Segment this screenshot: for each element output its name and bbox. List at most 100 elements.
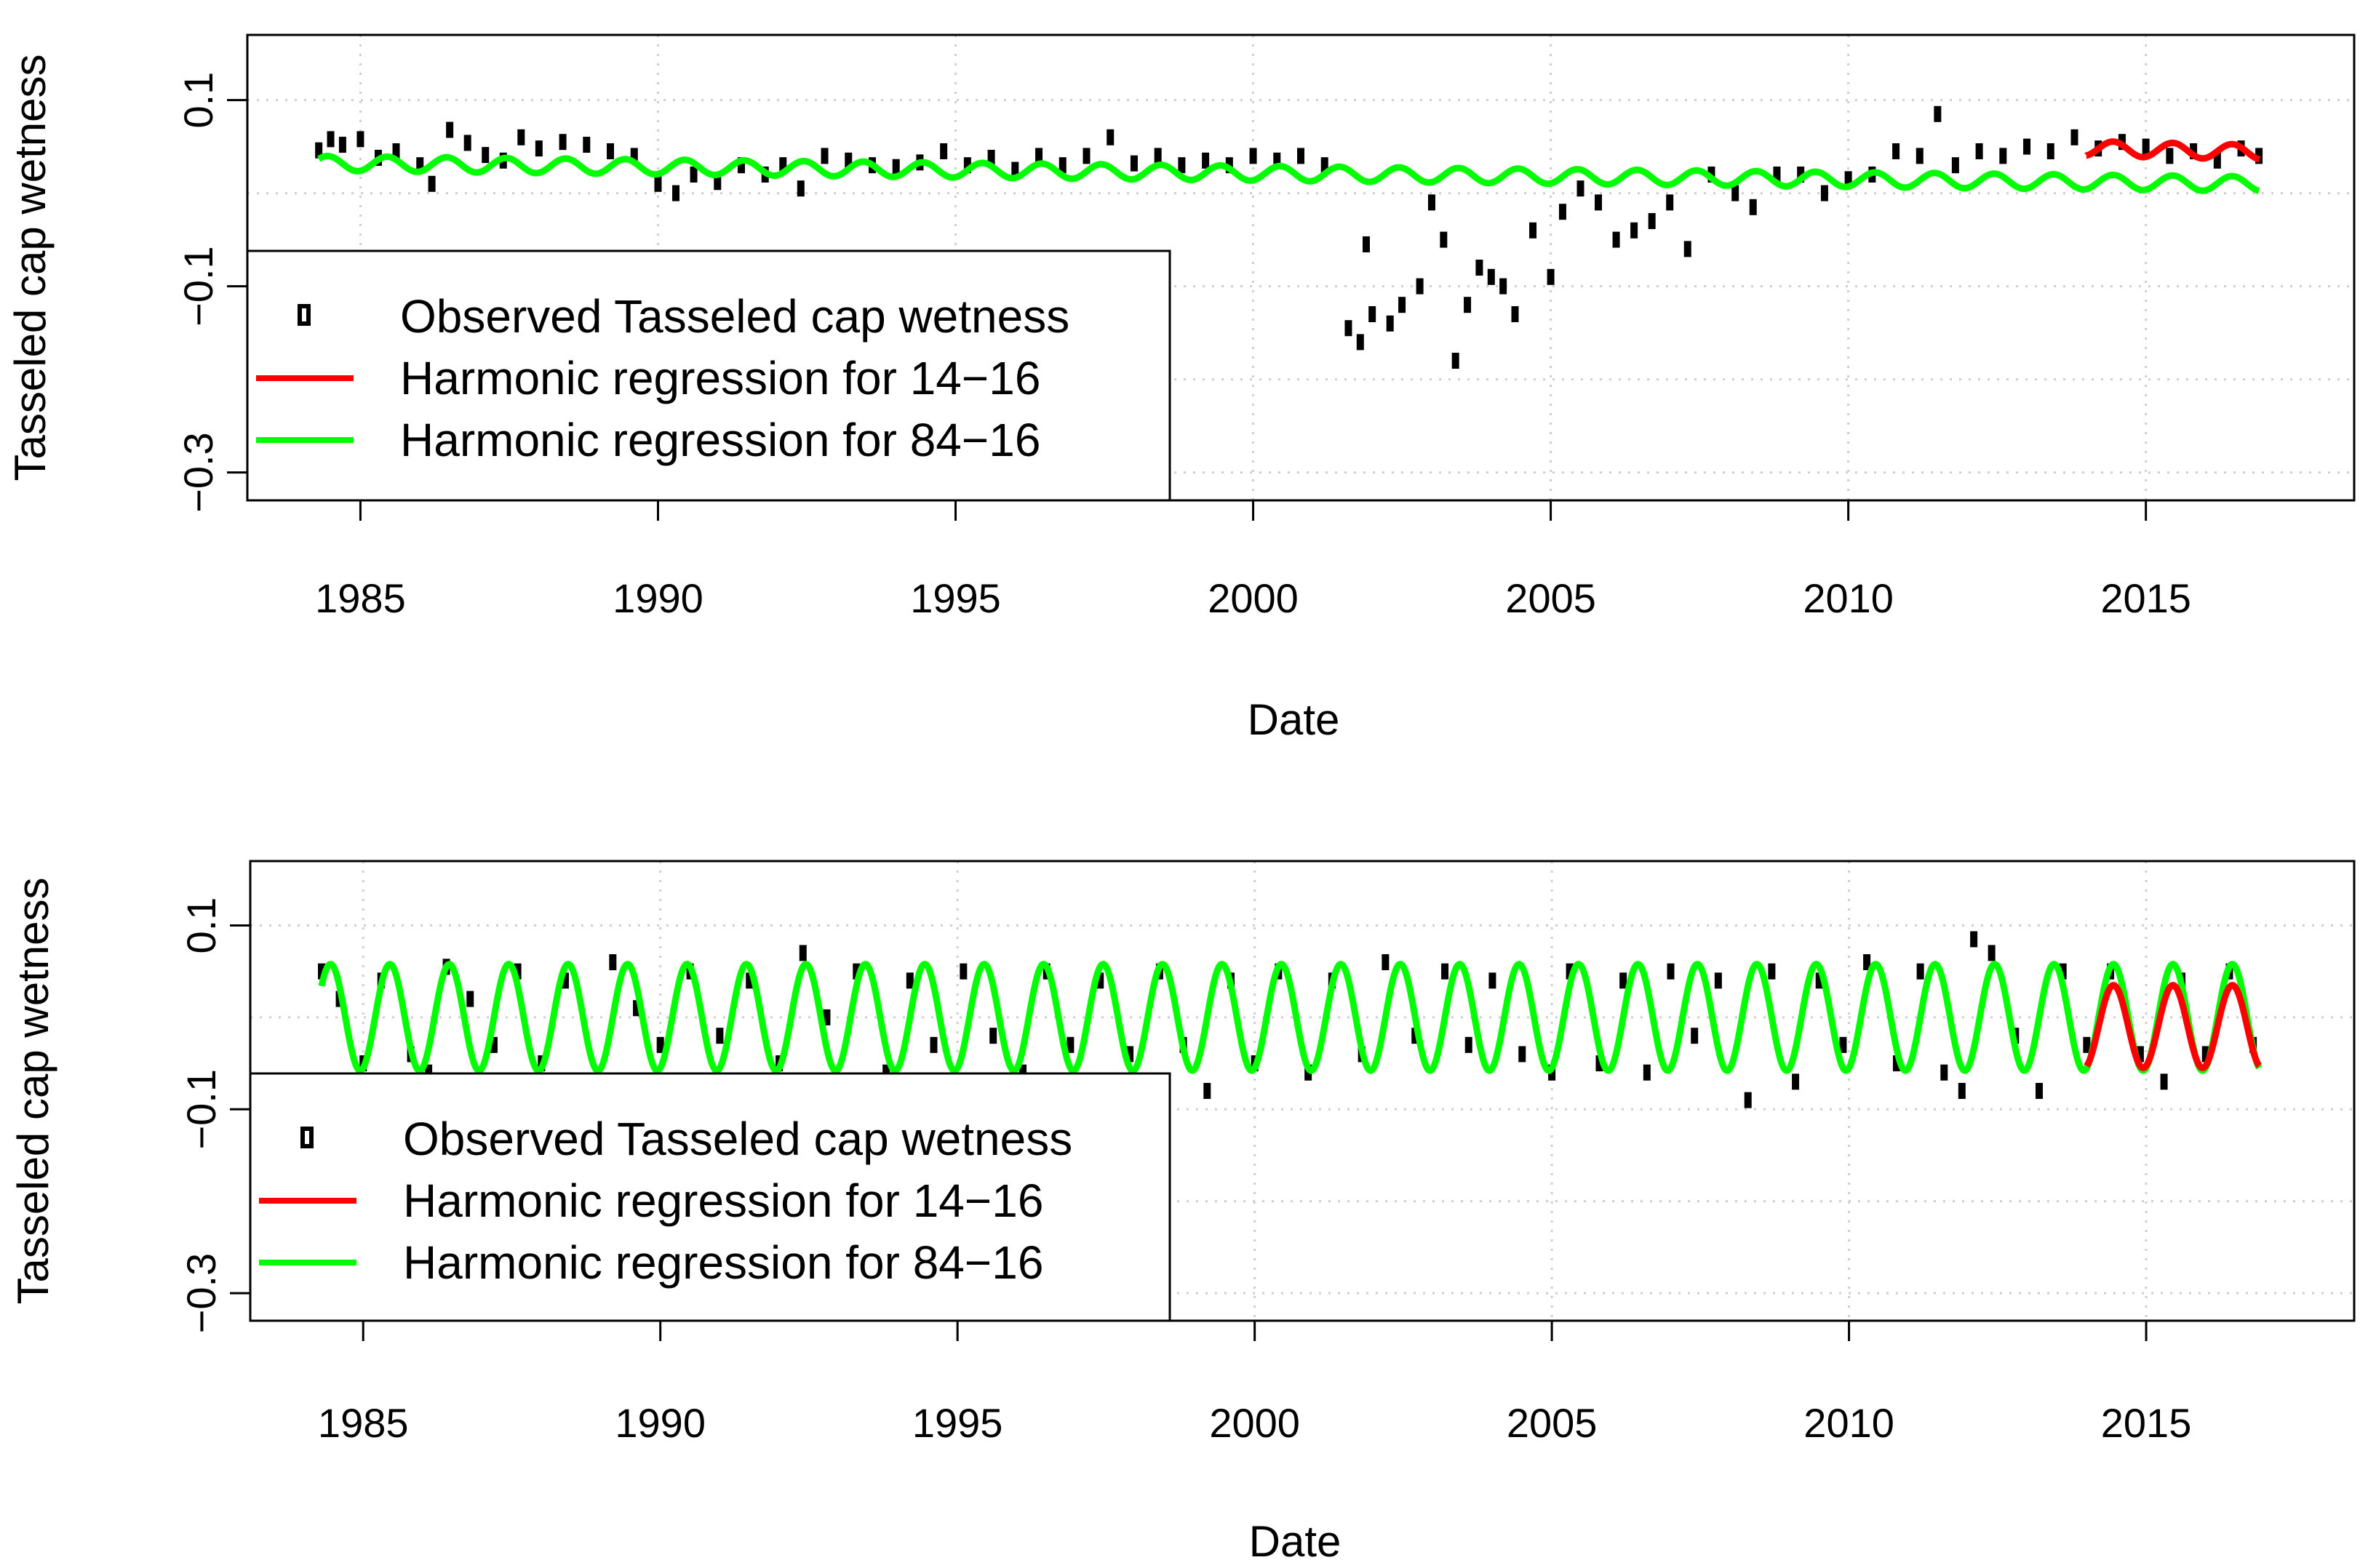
data-point: [1958, 1083, 1966, 1099]
y-tick-label: −0.3: [175, 432, 221, 513]
data-point: [987, 149, 995, 166]
data-point: [1558, 204, 1566, 220]
data-point: [1083, 148, 1091, 164]
data-point: [1441, 963, 1449, 980]
data-point: [1427, 194, 1435, 211]
data-point: [1202, 152, 1210, 169]
data-point: [2160, 1073, 2168, 1090]
data-point: [356, 131, 364, 148]
data-point: [1975, 143, 1983, 159]
data-point: [1683, 241, 1691, 257]
data-point: [845, 152, 853, 169]
data-point: [490, 1036, 498, 1053]
data-point: [482, 147, 490, 164]
data-point: [892, 159, 900, 175]
data-point: [1749, 199, 1757, 215]
data-point: [1011, 161, 1019, 178]
data-point: [1999, 148, 2007, 164]
data-point: [466, 991, 474, 1007]
data-point: [428, 175, 436, 192]
data-point: [738, 157, 746, 174]
data-point: [327, 131, 335, 148]
data-point: [1096, 972, 1104, 989]
data-point: [1067, 1036, 1075, 1053]
data-point: [1203, 1083, 1211, 1099]
data-point: [559, 134, 567, 151]
data-point: [607, 143, 615, 159]
data-point: [1475, 260, 1483, 276]
harmonic-84-16-line: [316, 153, 2261, 194]
data-point: [1356, 334, 1364, 351]
data-point: [1382, 954, 1390, 971]
data-point: [1362, 236, 1370, 252]
x-tick-label: 1985: [315, 575, 406, 621]
data-point: [906, 972, 914, 989]
data-point: [1398, 297, 1406, 313]
data-point: [1566, 963, 1574, 980]
data-point: [690, 167, 698, 183]
data-point: [1297, 148, 1304, 164]
data-point: [609, 954, 617, 971]
data-point: [1386, 315, 1394, 332]
data-point: [315, 142, 323, 159]
data-point: [561, 972, 569, 989]
legend-point-marker: [298, 304, 311, 326]
data-point: [1863, 954, 1871, 971]
data-point: [714, 174, 722, 191]
data-point: [1451, 353, 1459, 369]
data-point: [672, 185, 680, 201]
data-point: [1440, 231, 1448, 248]
legend-label: Harmonic regression for 14−16: [403, 1175, 1043, 1227]
data-point: [1273, 152, 1281, 169]
x-tick-label: 2015: [2100, 575, 2191, 621]
data-point: [1792, 1073, 1800, 1090]
data-point: [1744, 1092, 1752, 1108]
x-tick-label: 1990: [613, 575, 703, 621]
data-point: [583, 137, 591, 153]
legend-box: [249, 1072, 1171, 1322]
data-point: [1126, 1046, 1134, 1063]
y-tick-label: −0.1: [175, 246, 221, 327]
data-point: [821, 148, 829, 164]
harmonic-84-16-line: [318, 961, 2263, 1074]
data-point: [1511, 306, 1519, 322]
data-point: [1648, 213, 1656, 229]
data-point: [1368, 306, 1376, 322]
legend-point-marker: [300, 1127, 314, 1148]
data-point: [1320, 157, 1328, 174]
data-point: [746, 972, 754, 989]
data-point: [1464, 297, 1472, 313]
data-point: [1130, 155, 1138, 172]
data-point: [656, 1036, 664, 1053]
data-point: [338, 137, 346, 153]
x-tick-label: 2005: [1505, 575, 1596, 621]
legend-label: Observed Tasseled cap wetness: [400, 290, 1069, 343]
data-point: [1518, 1046, 1526, 1063]
legend-label: Harmonic regression for 84−16: [403, 1236, 1043, 1289]
data-point: [823, 1009, 831, 1025]
x-tick-label: 1990: [615, 1400, 706, 1446]
data-point: [1464, 1036, 1472, 1053]
data-point: [1411, 1028, 1419, 1044]
data-point: [514, 963, 522, 980]
data-point: [1487, 268, 1495, 285]
data-point: [1107, 129, 1115, 145]
data-point: [517, 129, 525, 145]
data-point: [535, 140, 543, 157]
data-point: [1576, 180, 1584, 197]
y-tick-label: −0.1: [178, 1069, 224, 1150]
x-tick-label: 2000: [1208, 575, 1299, 621]
data-point: [2070, 129, 2078, 145]
x-tick-label: 1985: [318, 1400, 409, 1446]
bottom-panel: 1985 1990 1995 2000 2005 2010 2015 0.1 −0.1 −0.3 D…: [9, 860, 2356, 1566]
data-point: [446, 121, 454, 138]
data-point: [1154, 148, 1162, 164]
data-point: [1916, 963, 1924, 980]
data-point: [1035, 148, 1043, 164]
data-point: [2036, 1083, 2044, 1099]
data-point: [2142, 138, 2150, 155]
legend: Observed Tasseled cap wetness Harmonic re…: [249, 1072, 1171, 1322]
data-point: [1892, 143, 1900, 159]
data-point: [2059, 963, 2067, 980]
x-axis-title: Date: [1249, 1517, 1342, 1566]
